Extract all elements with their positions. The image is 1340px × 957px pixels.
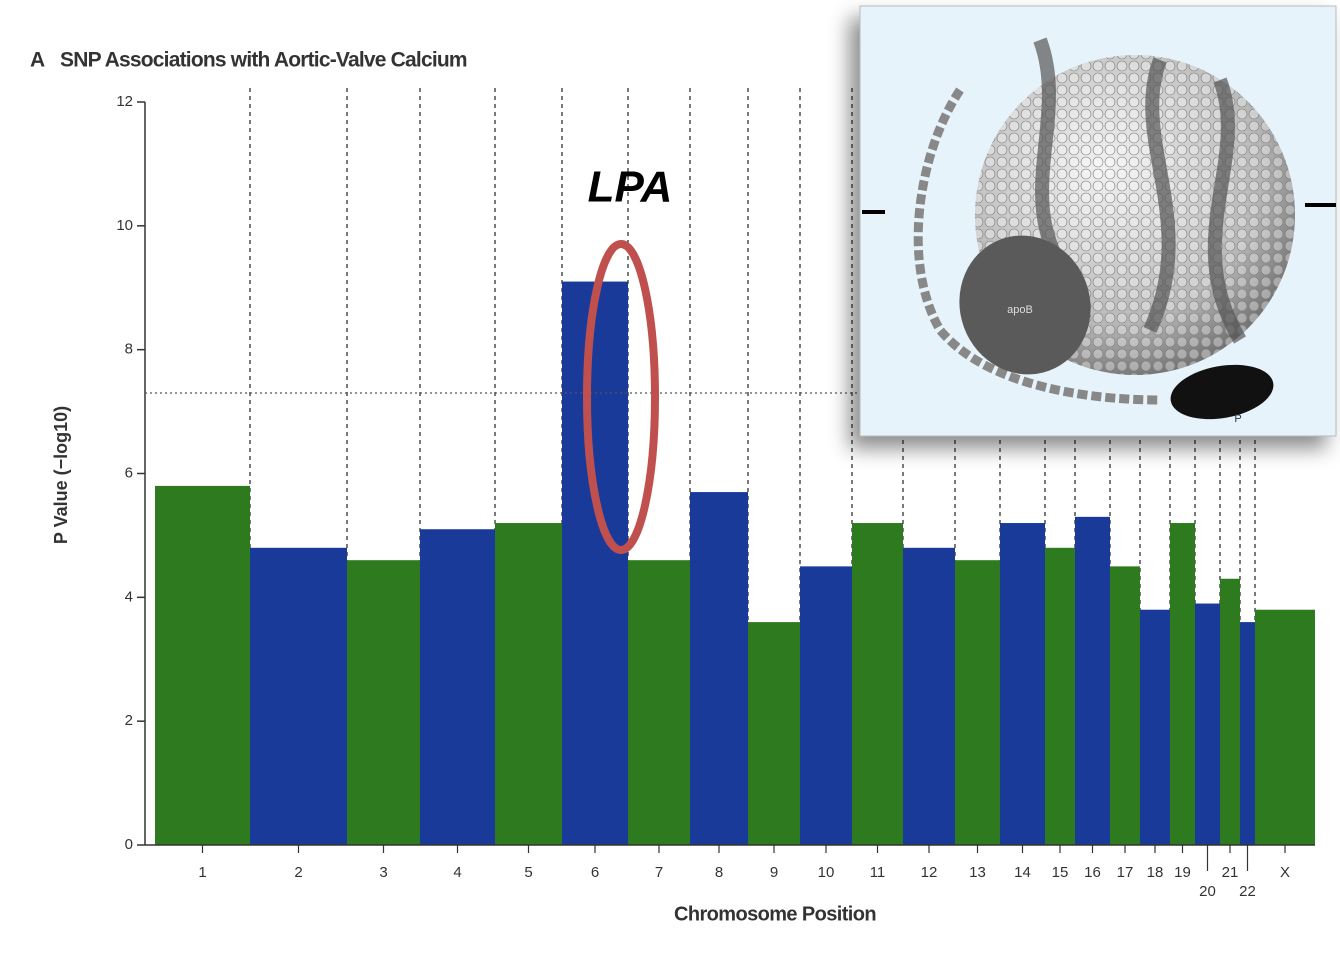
annotation: LPA — [588, 163, 673, 212]
x-tick-label: 22 — [1239, 883, 1256, 900]
x-tick-label: 16 — [1084, 864, 1101, 881]
chromosome-peak — [1195, 603, 1220, 845]
protease-blob — [1170, 364, 1274, 420]
chromosome-peak — [748, 622, 800, 845]
x-tick-label: 8 — [715, 864, 723, 881]
y-axis-label: P Value (−log10) — [51, 406, 71, 544]
y-tick-label: 0 — [125, 836, 133, 853]
x-tick-label: 5 — [524, 864, 532, 881]
chromosome-peak — [1075, 516, 1110, 845]
x-tick-label: 19 — [1174, 864, 1191, 881]
x-tick-label: 4 — [453, 864, 461, 881]
x-tick-label: 20 — [1199, 883, 1216, 900]
kringle-chain — [913, 87, 1161, 405]
highlight-ellipse — [583, 240, 659, 554]
x-tick-label: 21 — [1222, 864, 1239, 881]
chromosome-peak — [347, 560, 420, 845]
chromosome-peak — [1110, 566, 1140, 845]
x-tick-label: 9 — [770, 864, 778, 881]
x-tick-label: X — [1280, 864, 1290, 881]
y-tick-label: 10 — [116, 217, 133, 234]
chart-title: SNP Associations with Aortic-Valve Calci… — [60, 49, 467, 72]
inset-label: apoB — [1007, 304, 1033, 316]
inset-label: P — [1234, 413, 1241, 425]
apob-blob — [959, 235, 1091, 375]
chromosome-peak — [800, 566, 852, 845]
chromosome-peak — [1140, 609, 1170, 845]
x-tick-label: 15 — [1052, 864, 1069, 881]
x-tick-label: 12 — [921, 864, 938, 881]
panel-letter: A — [30, 49, 45, 72]
chromosome-peak — [955, 560, 1000, 845]
x-axis-label: Chromosome Position — [674, 903, 876, 925]
x-tick-label: 10 — [818, 864, 835, 881]
y-tick-label: 8 — [125, 341, 133, 358]
chromosome-peak — [1255, 609, 1315, 845]
chromosome-peak — [1045, 547, 1075, 845]
x-tick-label: 18 — [1147, 864, 1164, 881]
y-tick-label: 4 — [125, 588, 133, 605]
chromosome-peak — [420, 529, 495, 845]
x-tick-label: 6 — [591, 864, 599, 881]
x-tick-label: 14 — [1014, 864, 1031, 881]
chromosome-peak — [250, 547, 347, 845]
x-tick-label: 7 — [655, 864, 663, 881]
arrows — [862, 203, 1336, 214]
x-tick-label: 3 — [379, 864, 387, 881]
chromosome-peak — [903, 547, 955, 845]
chromosome-peak — [1240, 622, 1255, 845]
chromosome-peak — [155, 485, 250, 845]
y-tick-label: 2 — [125, 712, 133, 729]
chromosome-peak — [852, 523, 903, 845]
x-tick-label: 13 — [969, 864, 986, 881]
chromosome-peak — [562, 281, 628, 845]
chromosome-peak — [1220, 578, 1240, 845]
y-tick-label: 12 — [116, 93, 133, 110]
x-tick-label: 1 — [198, 864, 206, 881]
chromosome-peak — [628, 560, 690, 845]
chromosome-peak — [1170, 523, 1195, 845]
chromosome-peak — [1000, 523, 1045, 845]
inset: apoB P — [859, 5, 1337, 437]
chromosome-peak — [690, 492, 748, 845]
y-tick-label: 6 — [125, 464, 133, 481]
x-tick-label: 11 — [870, 864, 886, 881]
chromosome-peak — [495, 523, 562, 845]
x-tick-label: 2 — [294, 864, 302, 881]
x-tick-label: 17 — [1117, 864, 1134, 881]
